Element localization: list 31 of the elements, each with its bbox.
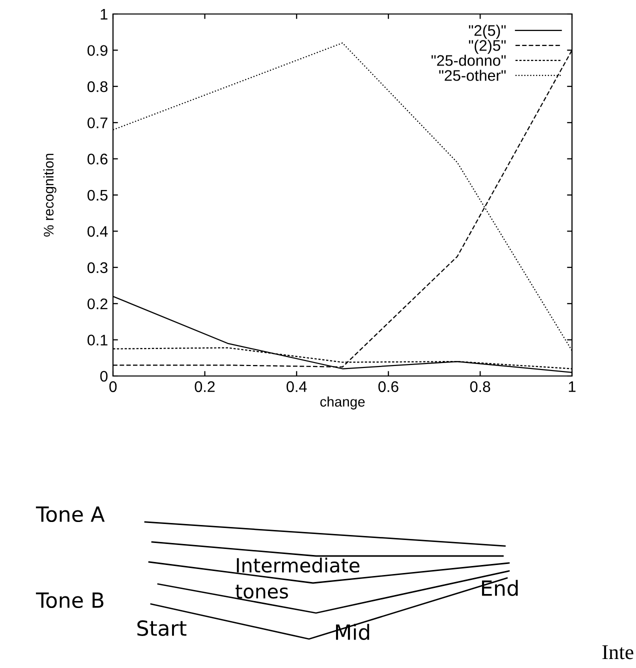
x-axis-title: change bbox=[320, 396, 365, 410]
y-axis-title: % recognition bbox=[43, 154, 56, 237]
y-tick-label: 1 bbox=[100, 9, 108, 20]
x-tick-label: 0 bbox=[109, 381, 117, 392]
y-tick-label: 0.6 bbox=[88, 154, 108, 164]
legend-label: "2(5)" bbox=[468, 24, 506, 39]
text: End bbox=[482, 580, 518, 596]
x-tick-label: 0.8 bbox=[470, 381, 490, 392]
text: tones bbox=[236, 584, 288, 599]
y-tick-label: 0.1 bbox=[88, 334, 108, 346]
y-tick-label: 0.8 bbox=[88, 81, 108, 92]
y-tick-label: 0.7 bbox=[88, 117, 108, 128]
x-tick-label: 0.4 bbox=[286, 381, 307, 392]
text: Tone A bbox=[36, 506, 105, 522]
legend-label: "25-donno" bbox=[432, 54, 506, 66]
y-tick-label: 0.5 bbox=[88, 190, 108, 201]
y-tick-label: 0.2 bbox=[88, 298, 108, 310]
text: Intermediate bbox=[236, 558, 360, 573]
y-tick-label: 0.3 bbox=[88, 262, 108, 274]
text: Mid bbox=[336, 624, 370, 640]
y-tick-label: 0.9 bbox=[88, 45, 108, 56]
legend-label: "25-other" bbox=[439, 70, 506, 81]
text: Start bbox=[137, 620, 186, 636]
text: Tone B bbox=[36, 592, 104, 608]
text: Inte bbox=[602, 645, 634, 660]
x-tick-label: 1 bbox=[568, 381, 576, 392]
legend-label: "(2)5" bbox=[468, 40, 506, 54]
y-tick-label: 0 bbox=[100, 370, 108, 382]
y-tick-label: 0.4 bbox=[88, 226, 108, 237]
x-tick-label: 0.6 bbox=[378, 381, 398, 392]
x-tick-label: 0.2 bbox=[194, 381, 215, 392]
